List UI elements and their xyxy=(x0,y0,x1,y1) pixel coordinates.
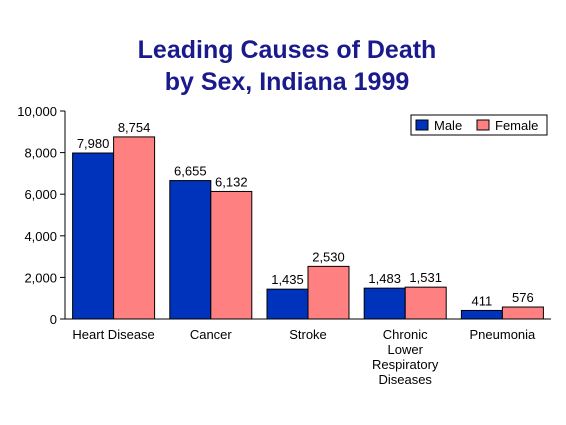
chart-title-line-2: by Sex, Indiana 1999 xyxy=(165,68,410,96)
y-tick-label: 8,000 xyxy=(24,146,57,161)
y-tick-label: 0 xyxy=(50,312,57,327)
data-label-male: 6,655 xyxy=(174,164,207,179)
data-label-male: 411 xyxy=(472,293,493,308)
bar-male xyxy=(460,309,503,320)
plot-area: 0 2,000 4,000 6,000 8,000 10,000 7,980 8,754 Hea… xyxy=(17,104,551,387)
y-tick-label: 4,000 xyxy=(24,229,57,244)
x-category-label: Pneumonia xyxy=(470,327,537,342)
bar-female xyxy=(404,286,447,320)
bar-female xyxy=(307,265,350,320)
legend-swatch-male xyxy=(415,119,429,131)
bar-female xyxy=(113,136,156,320)
x-category-label: Heart Disease xyxy=(72,327,154,342)
bar-male xyxy=(266,288,309,320)
y-tick-label: 2,000 xyxy=(24,270,57,285)
data-label-male: 7,980 xyxy=(77,136,110,151)
bar-male xyxy=(363,287,406,320)
bar-male xyxy=(169,180,212,320)
data-label-female: 576 xyxy=(512,290,534,305)
legend-label-female: Female xyxy=(495,118,538,133)
x-category-label: Cancer xyxy=(190,327,233,342)
data-label-female: 8,754 xyxy=(118,120,151,135)
x-category-label: Diseases xyxy=(378,372,432,387)
bar-male xyxy=(72,152,115,320)
x-category-label: Lower xyxy=(387,342,423,357)
bar-female xyxy=(210,190,253,320)
legend: Male Female xyxy=(410,114,548,136)
chart-title-line-1: Leading Causes of Death xyxy=(138,36,437,64)
data-label-female: 6,132 xyxy=(215,174,248,189)
legend-swatch-female xyxy=(476,119,490,131)
x-category-label: Chronic xyxy=(383,327,428,342)
x-category-label: Stroke xyxy=(289,327,327,342)
data-label-female: 1,531 xyxy=(409,270,442,285)
data-label-male: 1,435 xyxy=(271,272,304,287)
data-label-female: 2,530 xyxy=(312,249,345,264)
data-label-male: 1,483 xyxy=(368,271,401,286)
x-category-label: Respiratory xyxy=(372,357,439,372)
legend-label-male: Male xyxy=(434,118,462,133)
y-tick-label: 10,000 xyxy=(17,104,57,119)
bar-female xyxy=(501,306,544,320)
y-tick-label: 6,000 xyxy=(24,187,57,202)
